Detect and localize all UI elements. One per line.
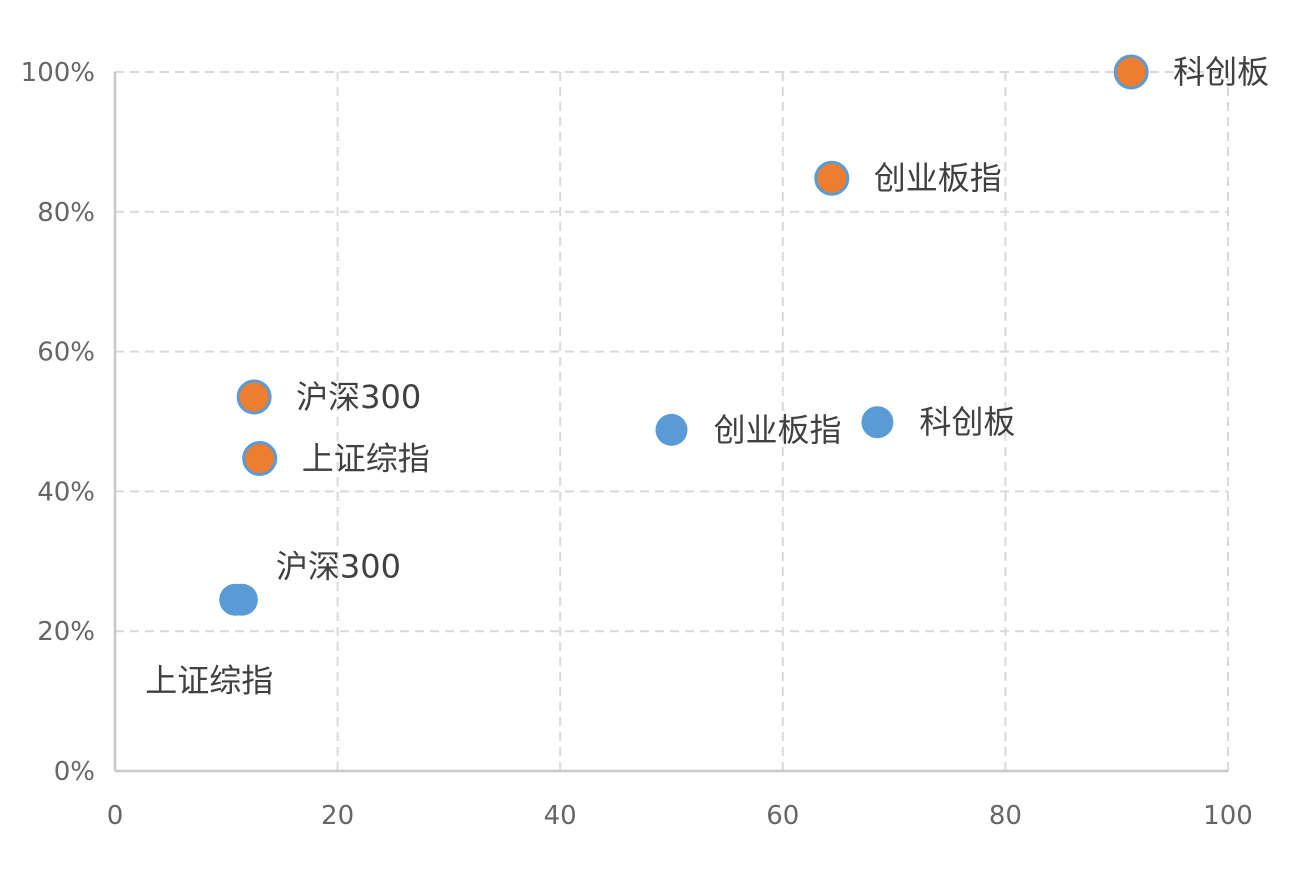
data-label: 创业板指 [874,159,1002,197]
x-tick-label: 0 [107,801,124,831]
grid [115,71,1229,771]
data-point [236,379,272,415]
y-tick-label: 20% [37,617,95,647]
y-tick-label: 100% [21,58,95,88]
data-point [814,160,850,196]
data-point [225,583,258,616]
data-point [655,413,688,446]
data-point [861,406,894,439]
x-tick-label: 100 [1203,801,1253,831]
data-label: 科创板 [919,403,1015,441]
y-tick-label: 0% [54,757,95,787]
data-label: 沪深300 [276,548,401,586]
data-label: 上证综指 [145,662,273,700]
data-label: 科创板 [1173,53,1269,91]
data-point [242,441,278,477]
data-label: 创业板指 [714,411,842,449]
tick-labels: 0% 20% 40% 60% 80% 100% 0 20 40 60 80 100 [21,58,1253,831]
x-tick-label: 60 [766,801,799,831]
x-tick-label: 40 [544,801,577,831]
y-tick-label: 60% [37,338,95,368]
x-tick-label: 20 [321,801,354,831]
y-tick-label: 40% [37,477,95,507]
data-label: 沪深300 [296,378,421,416]
axes [113,72,1228,773]
data-label: 上证综指 [302,440,430,478]
data-points [219,54,1149,616]
data-point [1113,54,1149,90]
x-tick-label: 80 [989,801,1022,831]
y-tick-label: 80% [37,198,95,228]
